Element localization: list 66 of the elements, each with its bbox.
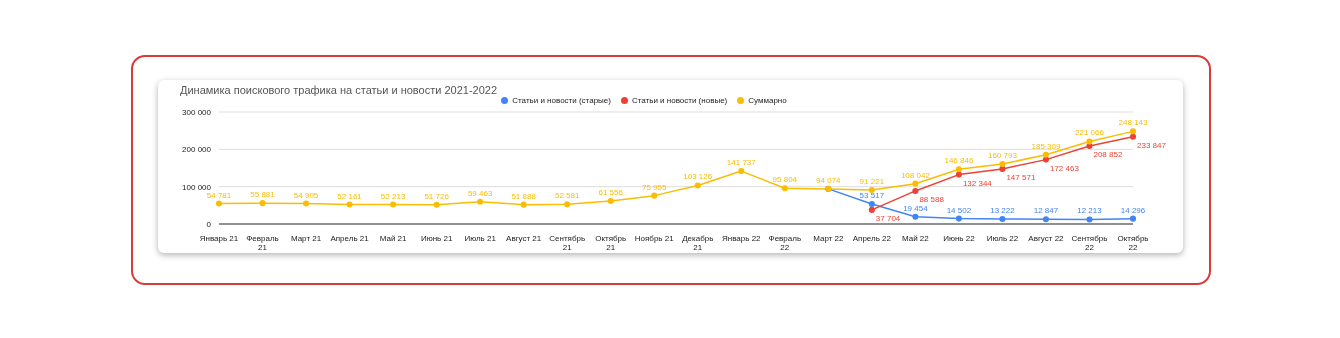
data-label: 59 463 xyxy=(467,188,493,198)
x-tick-label: Июнь 22 xyxy=(943,234,976,243)
y-tick-label: 200 000 xyxy=(182,145,212,155)
x-tick-label: Июль 22 xyxy=(986,234,1019,243)
legend-label: Статьи и новости (старые) xyxy=(512,96,611,105)
x-tick-label: Октябрь 21 xyxy=(595,234,627,252)
x-tick-label: Сентябрь 22 xyxy=(1071,234,1108,252)
legend-label: Суммарно xyxy=(748,96,787,105)
x-tick-label: Декабрь 21 xyxy=(682,234,714,252)
data-label: 108 042 xyxy=(900,170,931,180)
data-label: 172 463 xyxy=(1049,163,1080,173)
y-tick-label: 0 xyxy=(206,219,212,229)
data-label: 88 588 xyxy=(919,194,945,204)
data-label: 146 846 xyxy=(944,156,974,166)
x-tick-label: Октябрь 22 xyxy=(1117,234,1149,252)
data-label: 141 737 xyxy=(726,158,757,168)
data-label: 185 309 xyxy=(1031,141,1061,151)
x-tick-label: Февраль 21 xyxy=(246,234,279,252)
data-label: 51 726 xyxy=(424,191,450,201)
x-tick-label: Июнь 21 xyxy=(420,234,453,243)
data-label: 233 847 xyxy=(1137,140,1167,150)
data-label: 160 793 xyxy=(987,150,1018,160)
x-tick-label: Январь 22 xyxy=(722,234,762,243)
data-label: 14 502 xyxy=(946,205,972,215)
data-label: 91 221 xyxy=(859,176,885,186)
x-tick-label: Ноябрь 21 xyxy=(634,234,675,243)
x-tick-label: Март 22 xyxy=(813,234,845,243)
data-label: 132 344 xyxy=(962,178,993,188)
x-tick-label: Май 22 xyxy=(901,234,930,243)
data-label: 14 296 xyxy=(1120,205,1146,215)
data-label: 51 888 xyxy=(511,191,537,201)
data-label: 19 454 xyxy=(903,203,929,213)
data-label: 13 222 xyxy=(990,206,1016,216)
data-label: 52 581 xyxy=(554,191,580,201)
data-label: 55 881 xyxy=(250,190,276,200)
data-label: 208 852 xyxy=(1093,150,1123,160)
x-tick-label: Март 21 xyxy=(290,234,322,243)
data-label: 12 847 xyxy=(1033,206,1059,216)
data-label: 54 905 xyxy=(293,190,319,200)
x-tick-label: Август 21 xyxy=(506,234,542,243)
x-tick-label: Апрель 21 xyxy=(330,234,370,243)
data-label: 95 804 xyxy=(772,175,798,185)
x-tick-label: Апрель 22 xyxy=(852,234,892,243)
y-tick-label: 100 000 xyxy=(182,182,212,192)
chart-title: Динамика поискового трафика на статьи и новости 2021-2022 xyxy=(180,84,498,96)
x-tick-label: Январь 21 xyxy=(199,234,239,243)
data-label: 221 066 xyxy=(1075,128,1105,138)
x-tick-label: Сентябрь 21 xyxy=(549,234,586,252)
data-label: 61 556 xyxy=(598,188,624,198)
data-label: 52 213 xyxy=(380,191,406,201)
data-label: 94 074 xyxy=(816,175,842,185)
x-tick-label: Май 21 xyxy=(379,234,408,243)
y-tick-label: 300 000 xyxy=(182,107,212,117)
data-label: 53 517 xyxy=(859,191,885,201)
x-tick-label: Февраль 22 xyxy=(768,234,802,252)
data-label: 54 781 xyxy=(206,190,232,200)
legend-label: Статьи и новости (новые) xyxy=(631,96,728,105)
data-label: 248 143 xyxy=(1118,118,1149,128)
x-tick-label: Июль 21 xyxy=(464,234,497,243)
data-label: 147 571 xyxy=(1006,172,1036,182)
x-tick-label: Август 22 xyxy=(1028,234,1065,243)
data-label: 12 213 xyxy=(1077,206,1103,216)
data-label: 52 161 xyxy=(337,191,363,201)
data-label: 37 704 xyxy=(875,213,901,223)
data-label: 75 955 xyxy=(642,182,668,192)
data-label: 103 126 xyxy=(683,172,713,182)
